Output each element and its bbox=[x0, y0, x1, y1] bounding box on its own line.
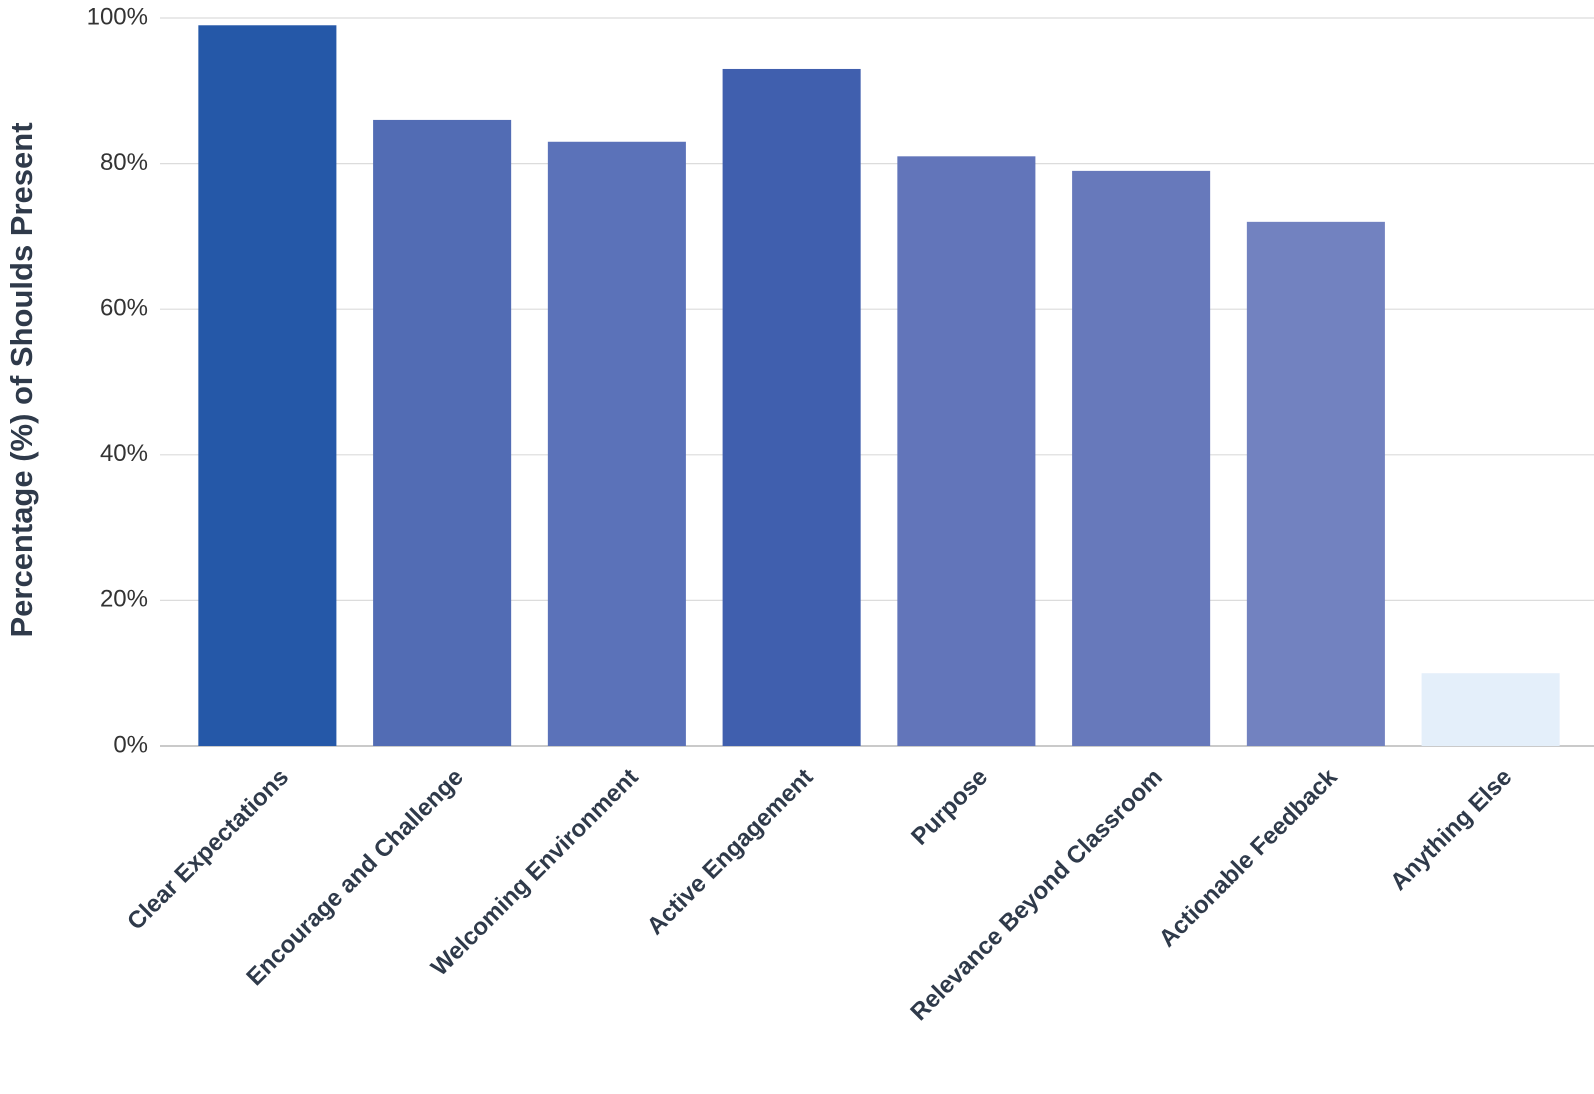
y-tick-label: 100% bbox=[87, 3, 148, 30]
x-tick-label: Actionable Feedback bbox=[1154, 763, 1343, 952]
bar bbox=[1421, 673, 1560, 746]
bar bbox=[1246, 221, 1385, 747]
y-tick-label: 20% bbox=[100, 586, 148, 613]
x-tick-label: Clear Expectations bbox=[122, 764, 294, 936]
bar bbox=[198, 25, 337, 746]
bar bbox=[722, 68, 861, 746]
x-tick-label: Anything Else bbox=[1385, 764, 1517, 896]
bar bbox=[1072, 170, 1211, 746]
bar bbox=[547, 141, 686, 746]
bar bbox=[373, 119, 512, 747]
x-tick-label: Purpose bbox=[906, 764, 993, 851]
y-tick-label: 80% bbox=[100, 149, 148, 176]
y-tick-label: 0% bbox=[113, 731, 148, 758]
y-axis-title: Percentage (%) of Shoulds Present bbox=[4, 122, 39, 637]
x-tick-label: Welcoming Environment bbox=[426, 764, 644, 982]
bar bbox=[897, 156, 1036, 746]
x-tick-label: Active Engagement bbox=[642, 764, 819, 941]
y-tick-label: 60% bbox=[100, 295, 148, 322]
y-tick-label: 40% bbox=[100, 440, 148, 467]
